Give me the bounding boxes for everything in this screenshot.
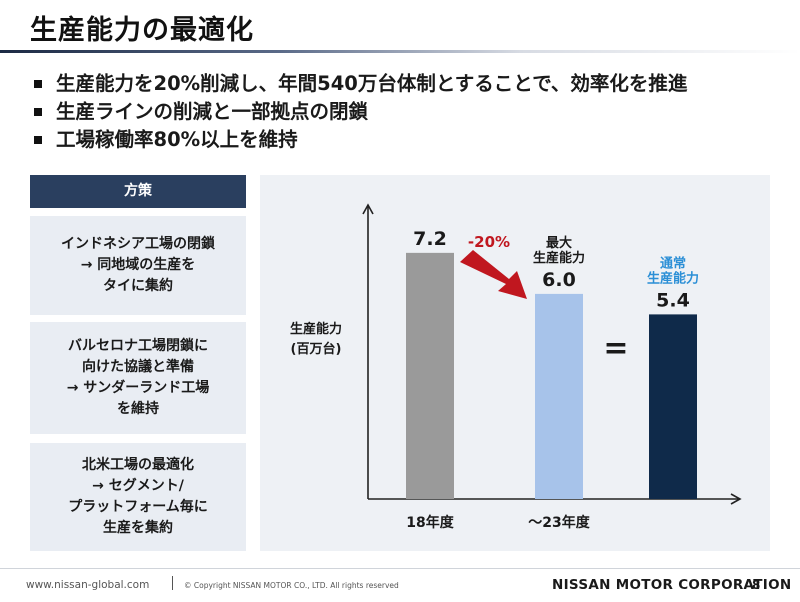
footer-corporation: NISSAN MOTOR CORPORATION: [552, 577, 792, 593]
measure-text: 北米工場の最適化 → セグメント/ プラットフォーム毎に 生産を集約: [68, 457, 208, 536]
bullet-item: 工場稼働率80%以上を維持: [32, 126, 687, 154]
bullet-item: 生産ラインの削減と一部拠点の閉鎖: [32, 98, 687, 126]
measure-box-barcelona: バルセロナ工場閉鎖に 向けた協議と準備 → サンダーランド工場 を維持: [30, 322, 246, 434]
measure-box-north-america: 北米工場の最適化 → セグメント/ プラットフォーム毎に 生産を集約: [30, 443, 246, 551]
page-number: 8: [752, 578, 761, 592]
chart-panel: 生産能力 (百万台) 7.2 18年度 6.0 最大 生産能力 ～23年度 5.4 通常 生産能力 -…: [260, 175, 770, 551]
bar-value-label: 7.2: [413, 228, 447, 250]
bar-caption: 最大: [546, 235, 572, 251]
bar: [649, 314, 697, 499]
x-tick-label: 18年度: [406, 514, 454, 531]
footer-divider: [0, 568, 800, 569]
bar-caption: 生産能力: [647, 270, 699, 286]
measures-header: 方策: [30, 175, 246, 208]
capacity-chart: 生産能力(百万台)7.218年度6.0最大生産能力～23年度5.4通常生産能力-…: [290, 203, 742, 531]
footer-copyright: © Copyright NISSAN MOTOR CO., LTD. All r…: [184, 581, 399, 590]
y-axis-unit: (百万台): [291, 341, 342, 357]
bullet-list: 生産能力を20%削減し、年間540万台体制とすることで、効率化を推進 生産ライン…: [32, 70, 687, 154]
bar: [535, 293, 583, 499]
footer-separator: [172, 576, 173, 590]
bar-value-label: 6.0: [542, 269, 576, 291]
measure-box-indonesia: インドネシア工場の閉鎖 → 同地域の生産を タイに集約: [30, 216, 246, 315]
measure-text: バルセロナ工場閉鎖に 向けた協議と準備 → サンダーランド工場 を維持: [66, 338, 210, 417]
bar-caption: 通常: [660, 255, 686, 271]
bar-value-label: 5.4: [656, 289, 690, 311]
bar-caption: 生産能力: [533, 250, 585, 266]
bullet-item: 生産能力を20%削減し、年間540万台体制とすることで、効率化を推進: [32, 70, 687, 98]
title-underline: [0, 50, 800, 53]
measure-text: インドネシア工場の閉鎖 → 同地域の生産を タイに集約: [61, 236, 215, 294]
y-axis-arrow: [362, 203, 374, 215]
equals-sign: =: [603, 331, 628, 366]
x-tick-label: ～23年度: [528, 514, 590, 531]
footer-url[interactable]: www.nissan-global.com: [26, 579, 150, 591]
decrease-arrow: [460, 250, 527, 299]
change-label: -20%: [468, 233, 510, 251]
x-axis-arrow: [730, 493, 742, 505]
page-title: 生産能力の最適化: [30, 15, 254, 46]
bar: [406, 252, 454, 499]
y-axis-label: 生産能力: [290, 321, 342, 337]
